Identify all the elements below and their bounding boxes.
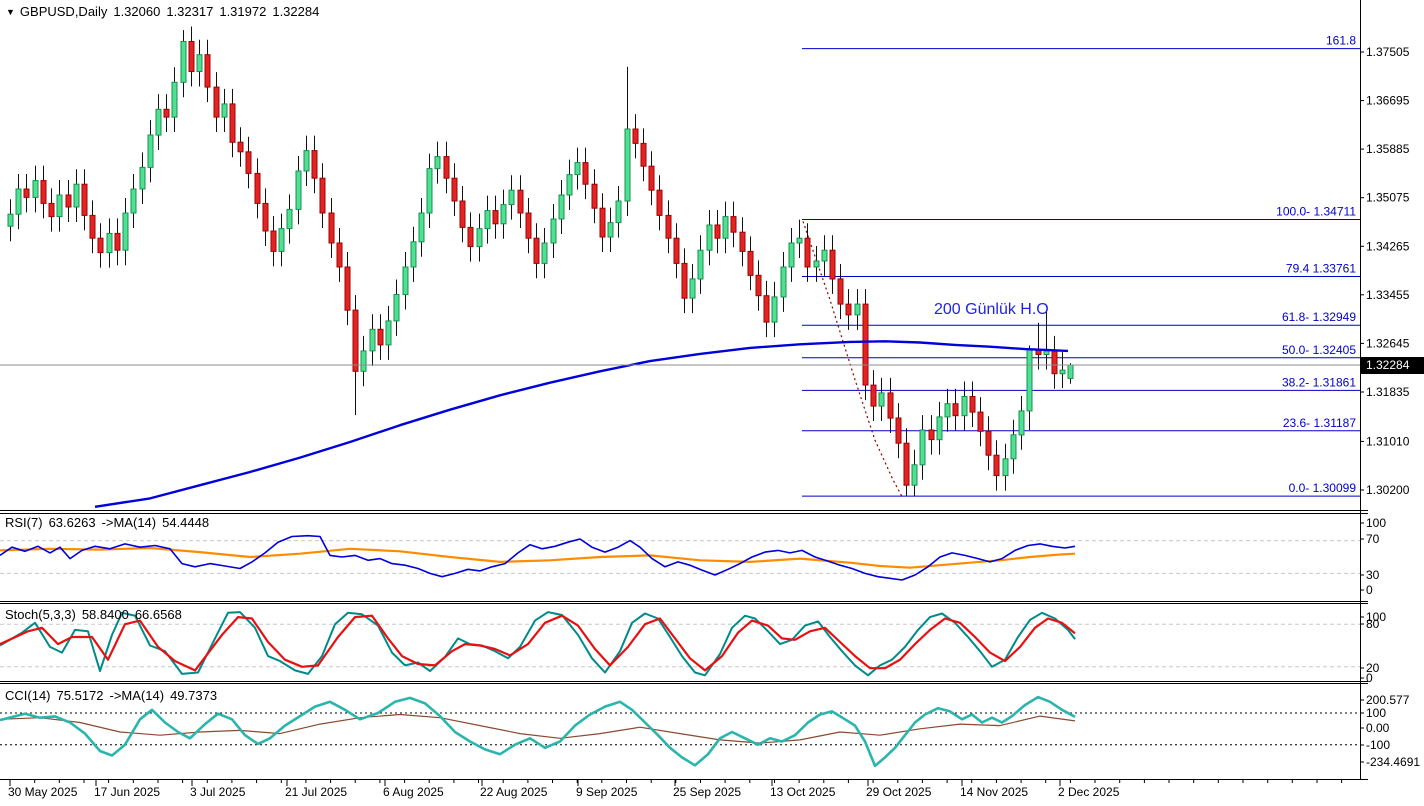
fib-label-7: 0.0- 1.30099 [1289, 481, 1357, 495]
ma200-line [94, 340, 1069, 508]
rsi-scale-label-3: 0 [1366, 583, 1373, 597]
rsi-name: RSI(7) [5, 515, 43, 530]
date-tick-label-2: 3 Jul 2025 [190, 785, 246, 799]
rsi-ma-value: 54.4448 [162, 515, 210, 530]
cci-name: CCI(14) [5, 688, 51, 703]
price-tick-label-7: 1.31835 [1366, 385, 1410, 399]
symbol-period-label: GBPUSD,Daily [19, 4, 108, 19]
price-tick-label-6: 1.32645 [1366, 336, 1410, 350]
quote-low: 1.31972 [219, 4, 267, 19]
date-tick-label-0: 30 May 2025 [8, 785, 78, 799]
quote-high: 1.32317 [166, 4, 214, 19]
stoch-name: Stoch(5,3,3) [5, 607, 76, 622]
date-tick-label-9: 29 Oct 2025 [866, 785, 932, 799]
stoch-scale-label-0: 100 [1366, 610, 1386, 624]
cci-scale-label-2: 0.00 [1366, 721, 1390, 735]
rsi-scale-label-0: 100 [1366, 516, 1386, 530]
date-tick-label-6: 9 Sep 2025 [576, 785, 638, 799]
rsi-ma-line [0, 546, 1076, 569]
price-tick-label-3: 1.35075 [1366, 191, 1410, 205]
price-tick-label-0: 1.37505 [1366, 45, 1410, 59]
stoch-value2: 66.6568 [134, 607, 182, 622]
candles-layer [7, 26, 1074, 496]
cci-panel-header: CCI(14) 75.5172 ->MA(14) 49.7373 [5, 688, 223, 703]
date-tick-label-5: 22 Aug 2025 [480, 785, 548, 799]
fib-label-2: 79.4 1.33761 [1286, 261, 1356, 275]
stoch-panel-header: Stoch(5,3,3) 58.8400 66.6568 [5, 607, 188, 622]
fib-label-1: 100.0- 1.34711 [1276, 205, 1356, 219]
date-tick-label-1: 17 Jun 2025 [94, 785, 160, 799]
price-tick-label-1: 1.36695 [1366, 94, 1410, 108]
fib-label-4: 50.0- 1.32405 [1282, 343, 1356, 357]
price-tick-label-8: 1.31010 [1366, 434, 1410, 448]
price-tick-label-5: 1.33455 [1366, 288, 1410, 302]
current-price-badge: 1.32284 [1361, 357, 1424, 374]
cci-scale-label-0: 200.577 [1366, 693, 1410, 707]
chart-title-bar: ▼ GBPUSD,Daily 1.32060 1.32317 1.31972 1.3228… [6, 4, 325, 19]
date-tick-label-3: 21 Jul 2025 [285, 785, 347, 799]
price-tick-label-4: 1.34265 [1366, 239, 1410, 253]
date-tick-label-11: 2 Dec 2025 [1058, 785, 1120, 799]
cci-scale-label-3: -100 [1366, 738, 1390, 752]
rsi-scale-label-2: 30 [1366, 568, 1380, 582]
cci-scale-label-1: 100 [1366, 706, 1386, 720]
rsi-scale-label-1: 70 [1366, 532, 1380, 546]
date-tick-label-10: 14 Nov 2025 [960, 785, 1028, 799]
stoch-scale-label-2: 20 [1366, 661, 1380, 675]
chart-dropdown-icon[interactable]: ▼ [6, 7, 15, 17]
cci-ma-value: 49.7373 [170, 688, 218, 703]
fib-label-3: 61.8- 1.32949 [1282, 310, 1356, 324]
stoch-scale-label-3: 0 [1366, 671, 1373, 685]
cci-value: 75.5172 [56, 688, 104, 703]
cci-scale-label-4: -234.4691 [1366, 755, 1420, 769]
stoch-d-line [0, 614, 1076, 672]
rsi-value: 63.6263 [48, 515, 96, 530]
date-tick-label-7: 25 Sep 2025 [673, 785, 741, 799]
quote-close: 1.32284 [272, 4, 320, 19]
rsi-line [0, 534, 1076, 581]
rsi-ma-name: ->MA(14) [101, 515, 157, 530]
fib-label-5: 38.2- 1.31861 [1282, 375, 1356, 389]
stoch-value: 58.8400 [81, 607, 129, 622]
rsi-panel-header: RSI(7) 63.6263 ->MA(14) 54.4448 [5, 515, 215, 530]
date-tick-label-4: 6 Aug 2025 [383, 785, 444, 799]
price-tick-label-2: 1.35885 [1366, 142, 1410, 156]
fib-label-0: 161.8 [1326, 34, 1356, 48]
price-tick-label-9: 1.30200 [1366, 483, 1410, 497]
cci-ma-name: ->MA(14) [109, 688, 165, 703]
stoch-scale-label-1: 80 [1366, 617, 1380, 631]
quote-open: 1.32060 [113, 4, 161, 19]
cci-line [0, 695, 1076, 768]
ma200-annotation[interactable]: 200 Günlük H.O [934, 301, 1049, 318]
date-tick-label-8: 13 Oct 2025 [770, 785, 836, 799]
fib-label-6: 23.6- 1.31187 [1283, 416, 1356, 430]
